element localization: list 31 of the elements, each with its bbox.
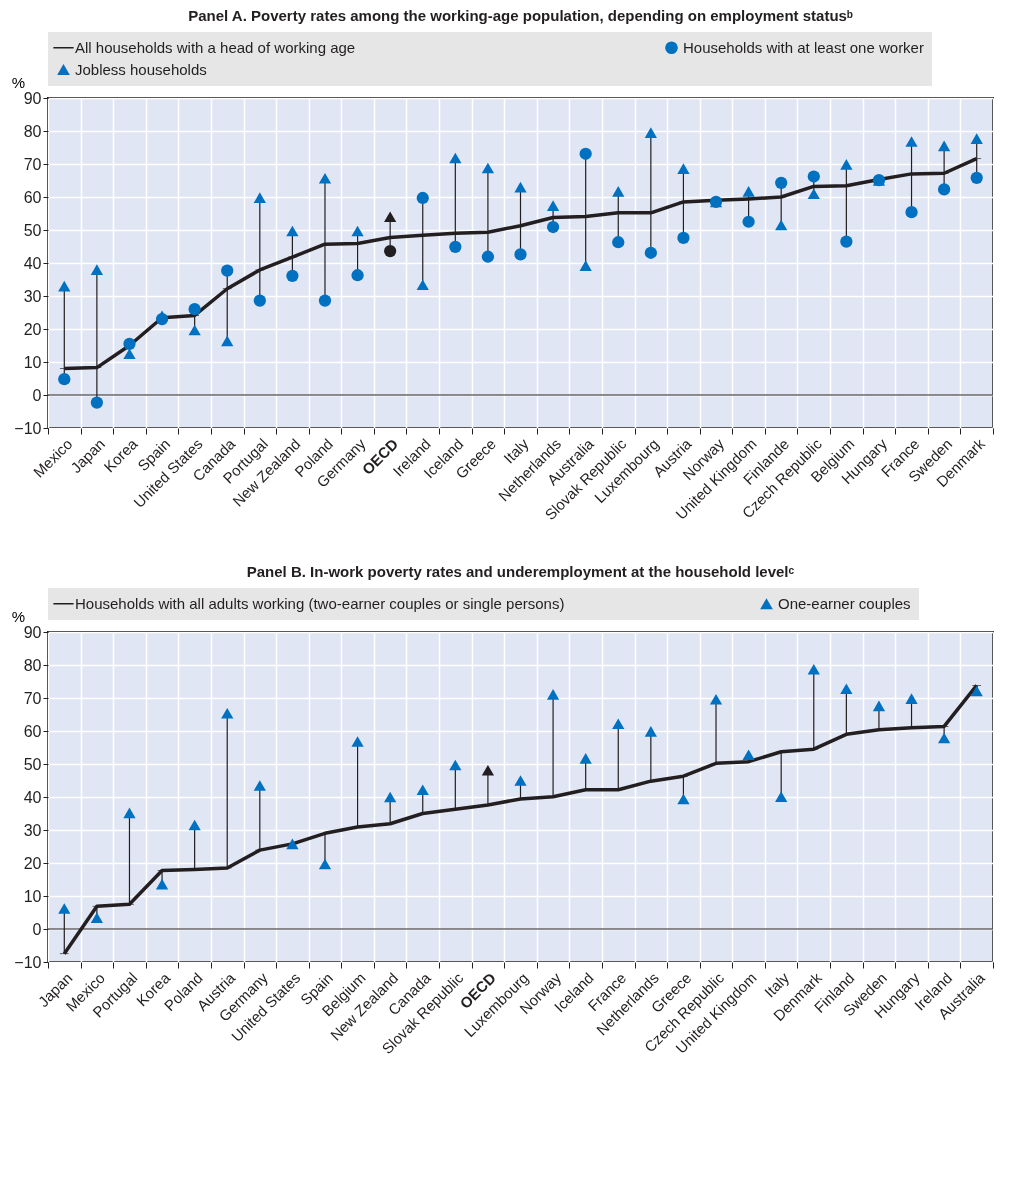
y-tick-label: 30: [23, 821, 42, 839]
y-tick-label: 50: [23, 755, 42, 773]
y-tick-label: −10: [14, 953, 42, 971]
y-tick-label: 60: [23, 722, 42, 740]
y-tick-label: 70: [23, 155, 42, 173]
y-tick-label: −10: [14, 419, 42, 437]
legend-label: Households with at least one worker: [683, 38, 924, 56]
y-tick-label: 10: [23, 353, 42, 371]
y-tick-label: 20: [23, 320, 42, 338]
y-tick-label: 0: [32, 386, 42, 404]
y-tick-label: 10: [23, 887, 42, 905]
chart-title: Panel A. Poverty rates among the working-age population, depending on employment statusᵇ: [188, 7, 853, 24]
y-tick-label: 70: [23, 689, 42, 707]
y-tick-label: 20: [23, 854, 42, 872]
y-tick-label: 40: [23, 788, 42, 806]
y-axis-title: %: [11, 607, 26, 625]
y-tick-label: 90: [23, 623, 42, 641]
y-tick-label: 30: [23, 287, 42, 305]
legend-label: Jobless households: [75, 60, 207, 78]
y-axis-title: %: [11, 73, 26, 91]
y-tick-label: 80: [23, 122, 42, 140]
y-tick-label: 90: [23, 89, 42, 107]
y-tick-label: 0: [32, 920, 42, 938]
y-tick-label: 60: [23, 188, 42, 206]
y-tick-label: 40: [23, 254, 42, 272]
legend-label: Households with all adults working (two-earner couples or single persons): [75, 594, 565, 612]
chart-title: Panel B. In-work poverty rates and underemployment at the household levelᶜ: [246, 563, 795, 580]
y-tick-label: 50: [23, 221, 42, 239]
legend-label: All households with a head of working age: [75, 38, 356, 56]
y-tick-label: 80: [23, 656, 42, 674]
legend-label: One-earner couples: [778, 594, 911, 612]
